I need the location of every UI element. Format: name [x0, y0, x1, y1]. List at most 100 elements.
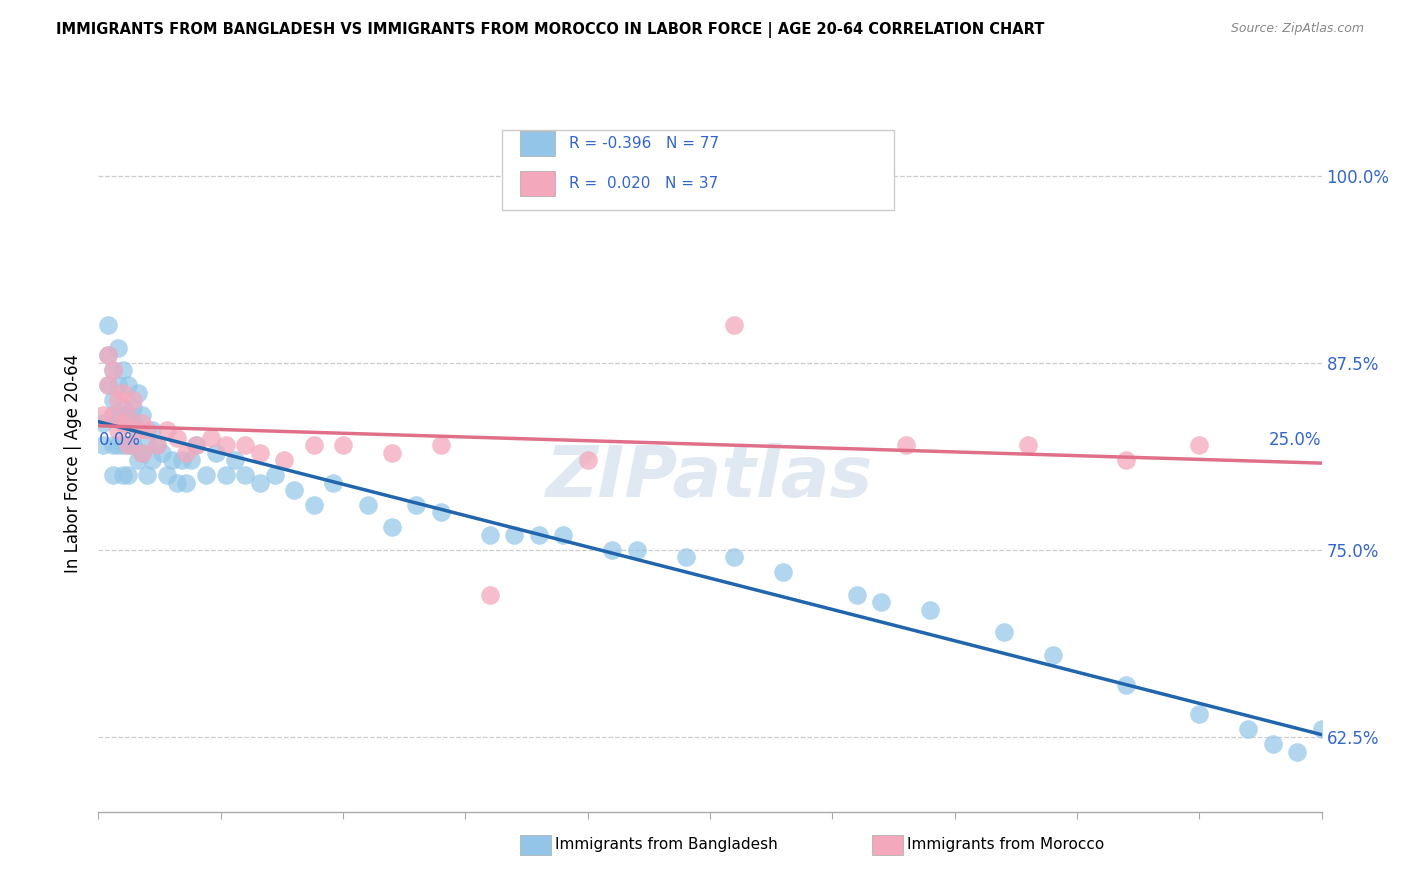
Point	[195, 468, 218, 483]
Point	[302, 498, 325, 512]
Point	[121, 438, 143, 452]
Point	[205, 445, 228, 459]
Point	[381, 520, 404, 534]
Point	[249, 445, 271, 459]
Point	[626, 542, 648, 557]
Point	[117, 378, 139, 392]
Point	[127, 385, 149, 400]
Point	[478, 528, 501, 542]
Point	[1261, 738, 1284, 752]
Text: Immigrants from Bangladesh: Immigrants from Bangladesh	[555, 838, 778, 852]
Point	[166, 475, 188, 490]
Point	[136, 438, 159, 452]
Point	[111, 416, 134, 430]
Point	[186, 438, 208, 452]
Point	[117, 438, 139, 452]
Text: IMMIGRANTS FROM BANGLADESH VS IMMIGRANTS FROM MOROCCO IN LABOR FORCE | AGE 20-64: IMMIGRANTS FROM BANGLADESH VS IMMIGRANTS…	[56, 22, 1045, 38]
Point	[772, 566, 794, 580]
Point	[381, 445, 404, 459]
Point	[127, 423, 149, 437]
Point	[91, 408, 114, 422]
Point	[553, 528, 575, 542]
Point	[111, 363, 134, 377]
Point	[224, 453, 246, 467]
Point	[430, 438, 453, 452]
Point	[121, 416, 143, 430]
Point	[97, 378, 120, 392]
Point	[870, 595, 893, 609]
Point	[1042, 648, 1064, 662]
Point	[117, 468, 139, 483]
Point	[600, 542, 623, 557]
Point	[97, 348, 120, 362]
Point	[283, 483, 305, 497]
Point	[136, 468, 159, 483]
Point	[141, 453, 163, 467]
Point	[894, 438, 917, 452]
Point	[101, 408, 124, 422]
Point	[101, 438, 124, 452]
Point	[91, 438, 114, 452]
Point	[993, 625, 1015, 640]
Text: ZIPatlas: ZIPatlas	[547, 443, 873, 512]
Text: R = -0.396   N = 77: R = -0.396 N = 77	[569, 136, 720, 151]
Point	[430, 506, 453, 520]
Point	[166, 431, 188, 445]
Point	[146, 438, 169, 452]
Text: 0.0%: 0.0%	[98, 431, 141, 450]
Point	[176, 445, 198, 459]
Point	[101, 363, 124, 377]
Point	[101, 468, 124, 483]
Point	[263, 468, 285, 483]
Point	[214, 438, 236, 452]
Bar	[520, 170, 555, 196]
Point	[322, 475, 344, 490]
Point	[146, 438, 169, 452]
Point	[233, 438, 256, 452]
Point	[111, 438, 134, 452]
Point	[136, 423, 159, 437]
Point	[332, 438, 354, 452]
Point	[107, 423, 129, 437]
Point	[131, 445, 153, 459]
Point	[131, 445, 153, 459]
Point	[920, 603, 942, 617]
Point	[273, 453, 295, 467]
Point	[723, 550, 745, 565]
Bar	[502, 130, 894, 210]
Point	[200, 431, 222, 445]
Point	[1310, 723, 1333, 737]
Point	[101, 393, 124, 408]
Point	[214, 468, 236, 483]
Point	[176, 475, 198, 490]
Point	[111, 401, 134, 415]
Point	[97, 348, 120, 362]
Point	[233, 468, 256, 483]
Y-axis label: In Labor Force | Age 20-64: In Labor Force | Age 20-64	[65, 354, 83, 574]
Point	[1115, 453, 1137, 467]
Point	[111, 385, 134, 400]
Point	[1115, 677, 1137, 691]
Point	[503, 528, 526, 542]
Point	[186, 438, 208, 452]
Point	[97, 318, 120, 333]
Text: Immigrants from Morocco: Immigrants from Morocco	[907, 838, 1104, 852]
Point	[117, 438, 139, 452]
Point	[156, 423, 179, 437]
Point	[1286, 745, 1309, 759]
Text: 25.0%: 25.0%	[1270, 431, 1322, 450]
Point	[117, 408, 139, 422]
Point	[1188, 707, 1211, 722]
Point	[1237, 723, 1260, 737]
Point	[107, 408, 129, 422]
Point	[180, 453, 202, 467]
Point	[107, 341, 129, 355]
Point	[121, 393, 143, 408]
Point	[97, 378, 120, 392]
Point	[121, 401, 143, 415]
Bar	[520, 131, 555, 156]
Point	[91, 416, 114, 430]
Point	[107, 438, 129, 452]
Point	[117, 408, 139, 422]
Point	[107, 378, 129, 392]
